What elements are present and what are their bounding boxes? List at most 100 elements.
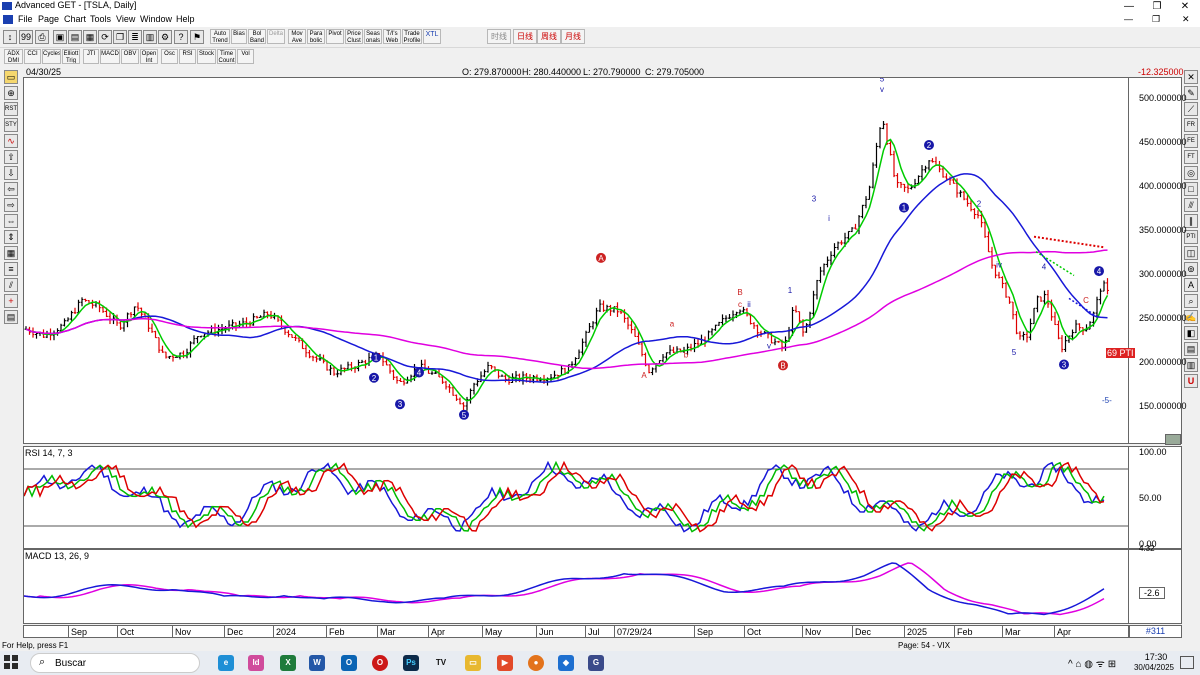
elliott-icon[interactable]: ∿ [4,134,18,148]
fib-ret-icon[interactable]: FR [1184,118,1198,132]
bias-button[interactable]: Bias [231,29,247,44]
price-clust-button[interactable]: Price Clust [345,29,363,44]
calculator-icon[interactable]: ▤ [4,310,18,324]
xtl-button[interactable]: XTL [423,29,441,44]
circle-icon[interactable]: ◎ [1184,166,1198,180]
adx-dmi-button[interactable]: ADX DMI [4,49,23,64]
crosshair-icon[interactable]: + [4,294,18,308]
menu-page[interactable]: Page [38,14,60,24]
opera-icon[interactable]: O [372,655,388,671]
word-icon[interactable]: W [309,655,325,671]
reset-icon[interactable]: RST [4,102,18,116]
osc-button[interactable]: Osc [161,49,178,64]
color-icon[interactable]: ◧ [1184,326,1198,340]
compress-icon[interactable]: ⇔ [4,214,18,228]
lines-icon[interactable]: ≡ [4,262,18,276]
cci-button[interactable]: CCI [24,49,41,64]
fib-time-icon[interactable]: FT [1184,150,1198,164]
help-icon[interactable]: ? [174,30,188,44]
macd-button[interactable]: MACD [100,49,120,64]
table-icon[interactable]: ▤ [1184,342,1198,356]
seasonals-button[interactable]: Seas onals [364,29,382,44]
pti-icon[interactable]: PTI [1184,230,1198,244]
arrow-down-icon[interactable]: ⇩ [4,166,18,180]
flag-icon[interactable]: ⚑ [190,30,204,44]
child-min-button[interactable]: — [1124,14,1133,24]
mov-ave-button[interactable]: Mov Ave [288,29,306,44]
arrow-left-icon[interactable]: ⇦ [4,182,18,196]
obv-button[interactable]: OBV [121,49,139,64]
magnet-icon[interactable]: U [1184,374,1198,388]
outlook-icon[interactable]: O [341,655,357,671]
pinned-app-icon[interactable]: ◆ [558,655,574,671]
vol-button[interactable]: Vol [237,49,254,64]
child-max-button[interactable]: ❐ [1152,14,1161,24]
child-close-button[interactable]: ✕ [1182,14,1190,24]
auto-trend-button[interactable]: Auto Trend [210,29,230,44]
print-list-icon[interactable]: ▥ [1184,358,1198,372]
tray-icons[interactable]: ^ ⌂ ◍ ᯤ ⊞ [1068,659,1117,670]
close-button[interactable]: ✕ [1180,1,1190,12]
rsi-panel[interactable]: RSI 14, 7, 3 [23,446,1129,549]
tf-monthly-button[interactable]: 月线 [561,29,585,44]
menu-window[interactable]: Window [140,14,173,24]
quote-icon[interactable]: 99 [19,30,33,44]
open-icon[interactable]: ▤ [68,30,82,44]
magnify-icon[interactable]: ⌕ [1184,294,1198,308]
fan-icon[interactable]: ⫽ [4,278,18,292]
tf-weekly-button[interactable]: 周线 [537,29,561,44]
menu-tools[interactable]: Tools [90,14,112,24]
parabolic-button[interactable]: Para bolic [307,29,325,44]
zoom-icon[interactable]: ⊕ [4,86,18,100]
file-explorer-icon[interactable]: ▭ [465,655,481,671]
study-icon[interactable]: STY [4,118,18,132]
stock-button[interactable]: Stock [197,49,216,64]
grid-icon[interactable]: ▦ [4,246,18,260]
box-icon[interactable]: □ [1184,182,1198,196]
print-icon[interactable]: ⎙ [35,30,49,44]
folder-icon[interactable]: ▭ [4,70,18,84]
expand-icon[interactable]: ⇕ [4,230,18,244]
trendline-icon[interactable]: ⟋ [1184,102,1198,116]
menu-help[interactable]: Help [176,14,195,24]
tradingview-icon[interactable]: TV [433,655,449,671]
fib-ext-icon[interactable]: FE [1184,134,1198,148]
parallel-icon[interactable]: ∥ [1184,214,1198,228]
paint-icon[interactable]: ✍ [1184,310,1198,324]
tf-daily-button[interactable]: 日线 [513,29,537,44]
macd-panel[interactable]: MACD 13, 26, 9 [23,549,1129,624]
bol-band-button[interactable]: Bol Band [248,29,266,44]
jti-button[interactable]: JTI [83,49,99,64]
arrow-right-icon[interactable]: ⇨ [4,198,18,212]
copy-icon[interactable]: ❐ [113,30,127,44]
taskbar-search[interactable]: ⌕ Buscar [30,653,200,673]
pivot-button[interactable]: Pivot [326,29,344,44]
time-count-button[interactable]: Time Count [217,49,236,64]
rsi-button[interactable]: RSI [179,49,196,64]
excel-icon[interactable]: X [280,655,296,671]
notifications-icon[interactable] [1180,656,1194,669]
menu-file[interactable]: File [18,14,33,24]
list-icon[interactable]: ≣ [128,30,142,44]
doc-icon[interactable] [3,15,13,24]
price-scale[interactable]: 500.000000 450.000000 400.000000 350.000… [1128,77,1187,445]
tf-hourly-button[interactable]: 时线 [487,29,511,44]
elliott-trig-button[interactable]: Elliott Trig [62,49,80,64]
cycles-button[interactable]: Cycles [42,49,61,64]
scale-toggle-icon[interactable] [1165,434,1181,445]
bars-icon[interactable]: ▥ [143,30,157,44]
layout-icon[interactable]: ▦ [83,30,97,44]
probability-icon[interactable]: ◫ [1184,246,1198,260]
tis-web-button[interactable]: T/I's Web [383,29,401,44]
refresh-icon[interactable]: ⟳ [98,30,112,44]
minimize-button[interactable]: — [1124,1,1134,12]
delta-button[interactable]: Delta [267,29,285,44]
menu-chart[interactable]: Chart [64,14,87,24]
trade-profile-button[interactable]: Trade Profile [402,29,422,44]
duckduckgo-icon[interactable]: ● [528,655,544,671]
date-axis[interactable]: Sep Oct Nov Dec 2024 Feb Mar Apr May Jun Jul 07/29/… [23,625,1129,638]
pencil-icon[interactable]: ✎ [1184,86,1198,100]
advanced-get-icon[interactable]: G [588,655,604,671]
